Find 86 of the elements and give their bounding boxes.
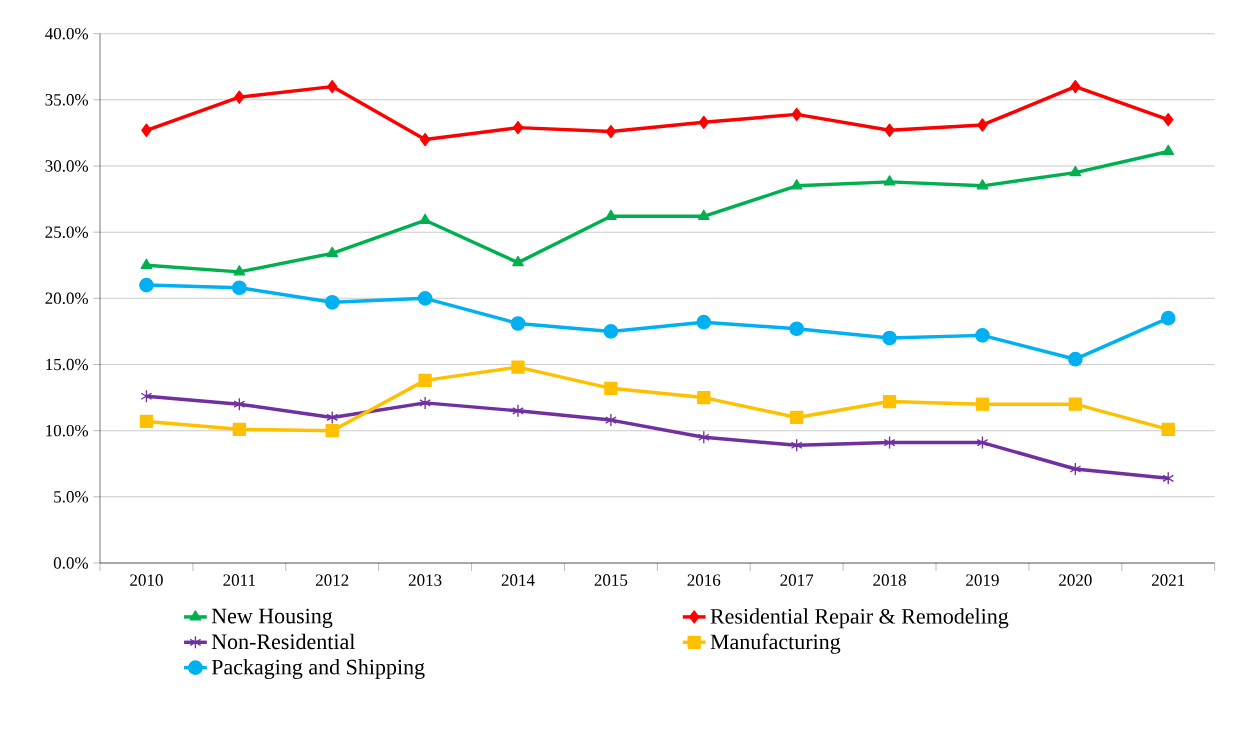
x-tick-label: 2014 [501, 574, 535, 586]
point [975, 397, 990, 411]
point [697, 390, 711, 405]
point [603, 324, 619, 339]
y-tick-label: 35.0% [45, 94, 89, 106]
point [1069, 462, 1082, 476]
point [232, 280, 247, 296]
point [326, 410, 339, 425]
point [1160, 310, 1176, 326]
point [512, 404, 524, 418]
point [327, 79, 338, 94]
point [790, 179, 803, 190]
x-tick-label: 2018 [873, 574, 906, 586]
x-tick-label: 2019 [966, 574, 999, 586]
y-tick-label: 15.0% [46, 358, 89, 371]
point [605, 209, 617, 220]
point [418, 373, 432, 388]
point [233, 397, 246, 411]
y-tick-label: 20.0% [45, 292, 89, 305]
point [512, 120, 524, 135]
y-tick-label: 30.0% [45, 160, 89, 172]
x-tick-label: 2021 [1151, 574, 1185, 586]
point [510, 316, 526, 331]
x-tick-label: 2010 [130, 574, 163, 586]
point [977, 118, 988, 132]
point [419, 132, 431, 147]
point [512, 255, 524, 267]
legend-label: Manufacturing [710, 633, 841, 654]
point [883, 175, 896, 186]
point [882, 394, 897, 409]
point [232, 422, 246, 437]
legend-label: Residential Repair & Remodeling [710, 608, 1009, 629]
point [1069, 165, 1082, 177]
point [140, 258, 153, 269]
point [790, 410, 804, 425]
point [882, 330, 897, 346]
point [604, 381, 618, 395]
y-tick-label: 40.0% [45, 27, 89, 40]
point [698, 115, 709, 129]
point [975, 328, 990, 343]
point [234, 90, 245, 104]
point [605, 124, 617, 139]
point [696, 314, 712, 330]
x-tick-label: 2015 [594, 574, 628, 586]
x-tick-label: 2016 [687, 574, 721, 586]
point [1162, 471, 1175, 485]
point [790, 438, 803, 452]
point [697, 430, 710, 444]
point [419, 213, 431, 224]
legend-label: New Housing [211, 608, 333, 628]
y-tick-label: 25.0% [45, 226, 89, 238]
point [883, 435, 896, 450]
point [1161, 422, 1175, 437]
point [697, 209, 710, 220]
point [139, 277, 154, 293]
y-tick-label: 0.0% [53, 557, 89, 569]
point [976, 435, 989, 450]
point [976, 179, 989, 190]
point [605, 413, 617, 427]
point [139, 414, 154, 429]
point [1163, 113, 1174, 127]
point [326, 246, 339, 258]
y-tick-label: 5.0% [54, 491, 89, 503]
x-tick-label: 2020 [1059, 574, 1092, 586]
x-tick-label: 2017 [780, 574, 814, 586]
point [1162, 144, 1175, 156]
point [511, 360, 525, 374]
point [791, 107, 802, 122]
point [324, 294, 340, 310]
point [1068, 351, 1083, 367]
point [140, 389, 153, 403]
point [789, 321, 805, 337]
point [419, 396, 431, 410]
point [1070, 79, 1081, 94]
x-tick-label: 2013 [408, 574, 442, 586]
y-tick-label: 10.0% [46, 424, 89, 437]
legend-label: Packaging and Shipping [211, 659, 425, 680]
point [233, 265, 246, 276]
legend-label: Non-Residential [211, 633, 355, 650]
x-tick-label: 2012 [315, 574, 349, 586]
point [325, 424, 339, 438]
point [417, 291, 433, 306]
point [884, 123, 895, 137]
point [1068, 397, 1083, 411]
point [141, 123, 152, 137]
x-tick-label: 2011 [223, 574, 256, 586]
